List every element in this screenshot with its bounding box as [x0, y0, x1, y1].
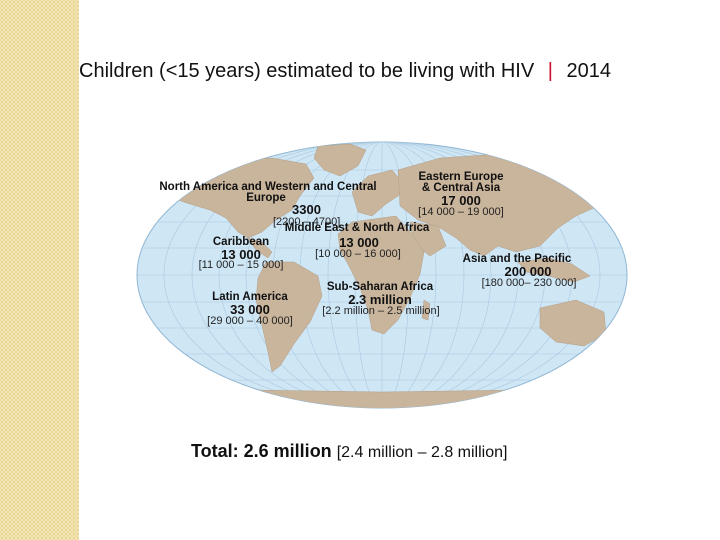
total-range: [2.4 million – 2.8 million]: [336, 444, 508, 461]
latin-america-value: 33 000: [230, 302, 270, 317]
asia-pacific-name: Asia and the Pacific: [462, 253, 572, 265]
caribbean-range: [11 000 – 15 000]: [198, 259, 284, 271]
sub-saharan-name: Sub-Saharan Africa: [326, 281, 434, 293]
north-america-name-line1: North America and Western and Central: [159, 181, 377, 193]
middle-east-range: [10 000 – 16 000]: [315, 248, 401, 260]
latin-america-range: [29 000 – 40 000]: [207, 315, 293, 327]
middle-east-value: 13 000: [339, 235, 379, 250]
total-label: Total: 2.6 million: [191, 441, 332, 461]
page-title: Children (<15 years) estimated to be liv…: [79, 60, 719, 83]
decorative-side-band: [0, 0, 79, 540]
latin-america-name: Latin America: [212, 291, 288, 303]
sub-saharan-value: 2.3 million: [348, 292, 412, 307]
north-america-range: [2200 – 4700]: [273, 216, 341, 228]
greenland: [313, 143, 367, 177]
south-america: [255, 261, 323, 373]
africa: [337, 215, 425, 335]
north-america-name-line2: Europe: [246, 192, 286, 204]
title-separator: |: [547, 60, 553, 82]
eastern-europe-name-line1: Eastern Europe: [418, 171, 504, 183]
asia-pacific-value: 200 000: [504, 264, 552, 279]
middle-east-name: Middle East & North Africa: [284, 222, 430, 234]
title-year: 2014: [566, 60, 612, 82]
australia: [539, 299, 607, 347]
caribbean-name: Caribbean: [212, 236, 270, 248]
total-summary: Total: 2.6 million [2.4 million – 2.8 mi…: [191, 441, 507, 462]
asia-pacific-range: [180 000– 230 000]: [481, 277, 577, 289]
eastern-europe-name-line2: & Central Asia: [421, 182, 501, 194]
central-america: [247, 237, 273, 259]
southeast-asia: [517, 257, 591, 283]
eastern-europe-range: [14 000 – 19 000]: [418, 206, 504, 218]
antarctica: [149, 389, 621, 408]
madagascar: [421, 299, 431, 321]
europe: [351, 169, 403, 217]
caribbean-value: 13 000: [221, 247, 261, 262]
north-america-value: 3300: [292, 202, 321, 217]
title-text: Children (<15 years) estimated to be liv…: [79, 60, 535, 82]
eastern-europe-value: 17 000: [441, 193, 481, 208]
sub-saharan-range: [2.2 million – 2.5 million]: [322, 305, 440, 317]
